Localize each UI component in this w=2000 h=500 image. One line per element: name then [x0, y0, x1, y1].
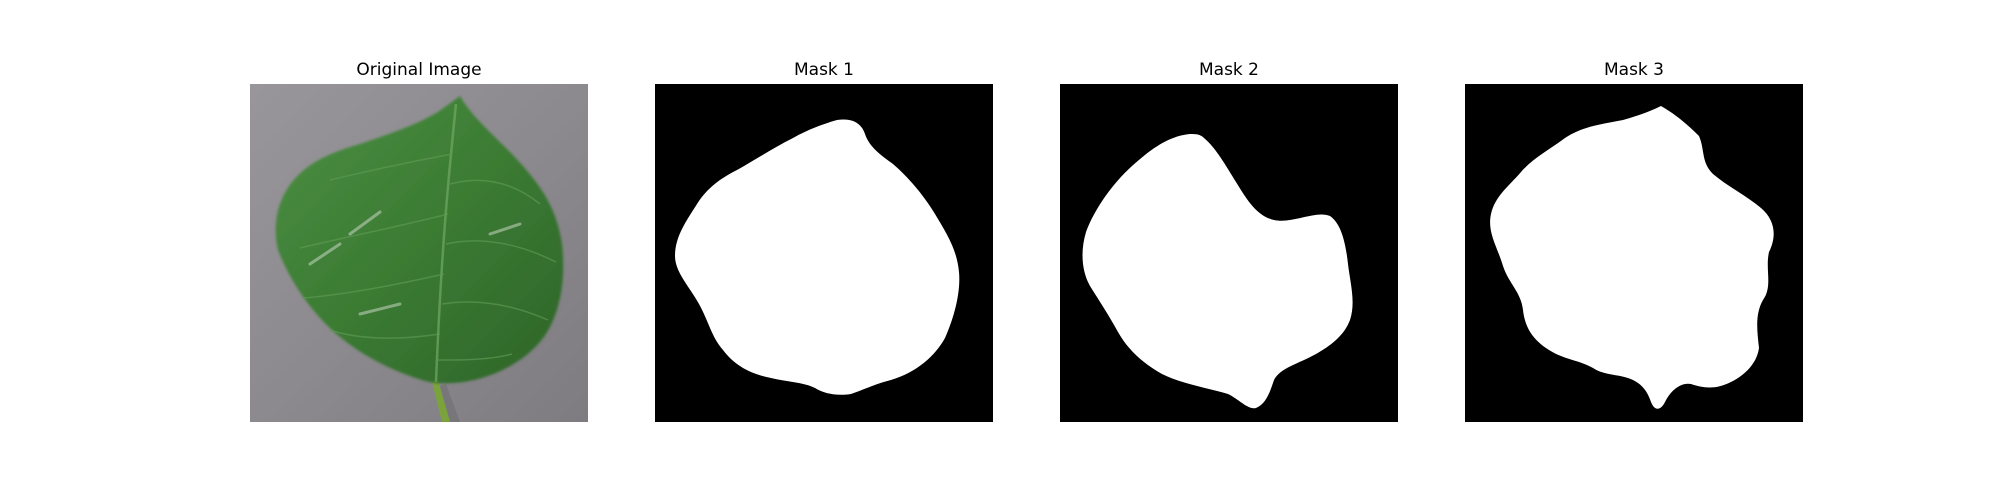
- mask-1-image: [655, 84, 993, 422]
- mask-3-panel: Mask 3: [1465, 57, 1803, 422]
- panel-title: Mask 2: [1198, 60, 1259, 80]
- panel-title: Original Image: [356, 60, 482, 80]
- panel-title: Mask 3: [1603, 60, 1664, 80]
- mask-2-image: [1060, 84, 1398, 422]
- original-image-panel: Original Image: [250, 57, 588, 422]
- mask-3-region: [1490, 106, 1774, 409]
- panel-title: Mask 1: [793, 60, 854, 80]
- mask-1-region: [675, 119, 960, 395]
- leaf-photo: [250, 84, 588, 422]
- mask-3-image: [1465, 84, 1803, 422]
- mask-1-panel: Mask 1: [655, 57, 993, 422]
- leaf-shape: [275, 96, 564, 384]
- mask-2-region: [1082, 134, 1353, 409]
- mask-2-panel: Mask 2: [1060, 57, 1398, 422]
- leaf-stem: [432, 380, 450, 422]
